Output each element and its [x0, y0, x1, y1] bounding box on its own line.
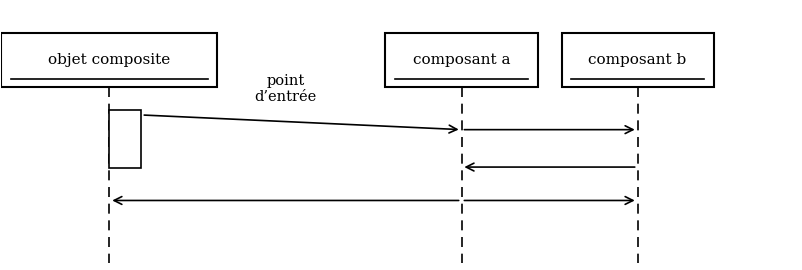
Text: objet composite: objet composite [48, 53, 170, 67]
Bar [109, 110, 141, 168]
Bar [561, 33, 713, 87]
Bar [385, 33, 537, 87]
Text: point
d’entrée: point d’entrée [254, 74, 316, 104]
Text: composant b: composant b [588, 53, 686, 67]
Text: composant a: composant a [412, 53, 509, 67]
Bar [2, 33, 217, 87]
